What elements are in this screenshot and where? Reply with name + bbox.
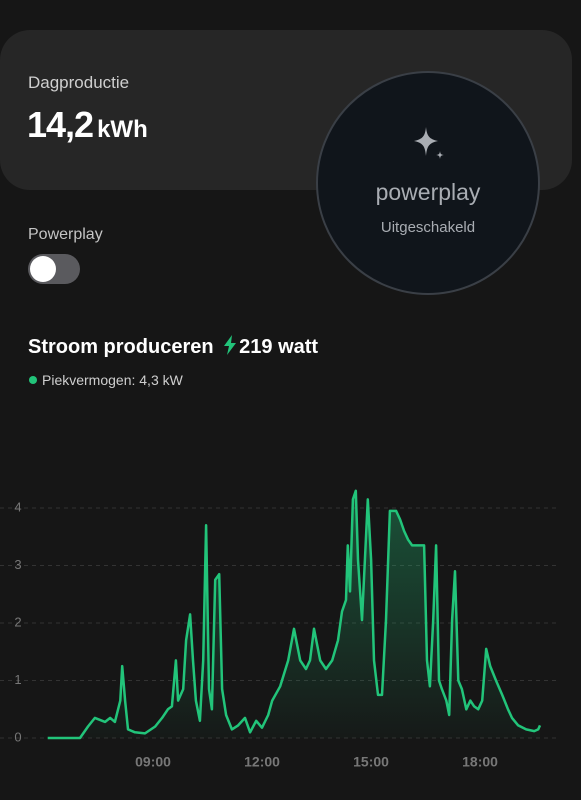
current-power: 219 watt — [239, 336, 319, 358]
toggle[interactable] — [28, 254, 80, 284]
x-tick-label: 12:00 — [244, 754, 280, 770]
y-tick-label: 0 — [14, 729, 21, 744]
x-tick-label: 18:00 — [462, 754, 498, 770]
sparkle-icon — [414, 127, 444, 159]
y-tick-label: 1 — [14, 672, 21, 687]
y-tick-label: 4 — [14, 499, 21, 514]
status-dot — [29, 376, 37, 384]
title: Stroom produceren — [28, 336, 214, 358]
toggle-label: Powerplay — [28, 226, 103, 243]
x-tick-label: 15:00 — [353, 754, 389, 770]
production-title: Stroom produceren 219 watt — [28, 335, 318, 359]
y-tick-label: 3 — [14, 557, 21, 572]
line — [47, 489, 542, 740]
powerplay-badge: powerplay Uitgeschakeld — [316, 71, 540, 295]
area — [47, 490, 540, 738]
unit: kWh — [97, 116, 148, 143]
value: 14,2 — [27, 104, 94, 145]
peak-power: Piekvermogen: 4,3 kW — [42, 372, 183, 388]
y-tick-label: 2 — [14, 614, 21, 629]
bolt-icon — [224, 335, 237, 355]
brand: powerplay — [375, 179, 481, 205]
x-tick-label: 09:00 — [135, 754, 171, 770]
card-label: Dagproductie — [28, 73, 130, 92]
status: Uitgeschakeld — [380, 219, 476, 236]
toggle-knob — [30, 256, 56, 282]
card-value: 14,2 kWh — [27, 104, 148, 146]
